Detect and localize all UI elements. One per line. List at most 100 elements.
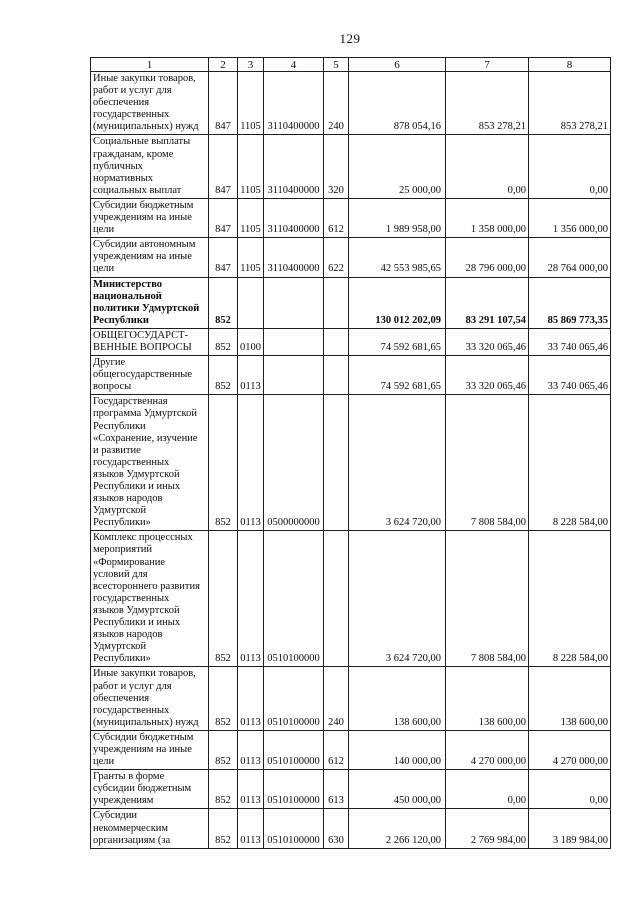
amount-col8: 0,00 — [528, 134, 611, 199]
amount-col6: 42 553 985,65 — [348, 237, 446, 278]
code-target-item: 3110400000 — [263, 197, 324, 239]
amount-col7: 33 320 065,46 — [445, 327, 529, 357]
code-section: 0100 — [237, 327, 264, 357]
amount-col7: 4 270 000,00 — [445, 729, 529, 771]
table-row: Субсидии бюджетным учреждениям на иные ц… — [90, 729, 611, 771]
code-target-item — [263, 355, 324, 396]
code-section: 1105 — [237, 70, 264, 136]
amount-col8: 1 356 000,00 — [528, 197, 611, 239]
code-expense-type: 240 — [323, 70, 349, 136]
column-header-4: 4 — [263, 57, 324, 72]
row-label: Иные закупки товаров, работ и услуг для … — [90, 70, 209, 136]
code-expense-type: 622 — [323, 237, 349, 278]
amount-col6: 450 000,00 — [348, 769, 446, 810]
code-target-item — [263, 327, 324, 357]
code-expense-type — [323, 394, 349, 532]
code-target-item: 0510100000 — [263, 729, 324, 771]
code-section: 0113 — [237, 808, 264, 849]
amount-col7: 2 769 984,00 — [445, 808, 529, 849]
row-label: Министерство национальной политики Удмур… — [90, 276, 209, 329]
row-label: Иные закупки товаров, работ и услуг для … — [90, 666, 209, 731]
amount-col7: 33 320 065,46 — [445, 355, 529, 396]
column-header-6: 6 — [348, 57, 446, 72]
code-expense-type: 630 — [323, 808, 349, 849]
code-section: 0113 — [237, 394, 264, 532]
amount-col7: 0,00 — [445, 769, 529, 810]
amount-col6: 3 624 720,00 — [348, 394, 446, 532]
code-expense-type: 613 — [323, 769, 349, 810]
code-grbs: 852 — [208, 808, 238, 849]
code-grbs: 852 — [208, 327, 238, 357]
amount-col6: 3 624 720,00 — [348, 530, 446, 668]
column-header-8: 8 — [528, 57, 611, 72]
amount-col6: 878 054,16 — [348, 70, 446, 136]
amount-col7: 7 808 584,00 — [445, 530, 529, 668]
amount-col8: 33 740 065,46 — [528, 327, 611, 357]
amount-col8: 28 764 000,00 — [528, 237, 611, 278]
amount-col7: 138 600,00 — [445, 666, 529, 731]
code-section: 1105 — [237, 197, 264, 239]
amount-col6: 1 989 958,00 — [348, 197, 446, 239]
code-grbs: 852 — [208, 530, 238, 668]
code-grbs: 852 — [208, 394, 238, 532]
code-target-item: 0510100000 — [263, 666, 324, 731]
amount-col7: 0,00 — [445, 134, 529, 199]
code-section: 0113 — [237, 666, 264, 731]
table-row: Гранты в форме субсидии бюджетным учрежд… — [90, 769, 611, 810]
amount-col6: 74 592 681,65 — [348, 355, 446, 396]
code-section: 1105 — [237, 134, 264, 199]
amount-col8: 3 189 984,00 — [528, 808, 611, 849]
row-label: Субсидии некоммерческим организациям (за — [90, 808, 209, 849]
amount-col8: 0,00 — [528, 769, 611, 810]
code-grbs: 847 — [208, 237, 238, 278]
code-grbs: 852 — [208, 769, 238, 810]
code-section: 0113 — [237, 769, 264, 810]
page-number: 129 — [339, 31, 361, 46]
code-expense-type: 320 — [323, 134, 349, 199]
column-header-2: 2 — [208, 57, 238, 72]
amount-col6: 140 000,00 — [348, 729, 446, 771]
code-grbs: 847 — [208, 197, 238, 239]
table-row: Комплекс процессных мероприятий «Формиро… — [90, 530, 611, 668]
row-label: Субсидии автономным учреждениям на иные … — [90, 237, 209, 278]
code-section — [237, 276, 264, 329]
row-label: Другие общегосударственные вопросы — [90, 355, 209, 396]
code-section: 0113 — [237, 355, 264, 396]
table-row: Иные закупки товаров, работ и услуг для … — [90, 70, 611, 136]
amount-col8: 4 270 000,00 — [528, 729, 611, 771]
code-expense-type: 612 — [323, 729, 349, 771]
amount-col6: 74 592 681,65 — [348, 327, 446, 357]
amount-col7: 853 278,21 — [445, 70, 529, 136]
amount-col8: 8 228 584,00 — [528, 394, 611, 532]
table-row: Субсидии бюджетным учреждениям на иные ц… — [90, 197, 611, 239]
row-label: Социальные выплаты гражданам, кроме публ… — [90, 134, 209, 199]
row-label: Комплекс процессных мероприятий «Формиро… — [90, 530, 209, 668]
column-header-7: 7 — [445, 57, 529, 72]
amount-col7: 1 358 000,00 — [445, 197, 529, 239]
amount-col6: 2 266 120,00 — [348, 808, 446, 849]
table-row: Министерство национальной политики Удмур… — [90, 276, 611, 329]
row-label: Субсидии бюджетным учреждениям на иные ц… — [90, 197, 209, 239]
code-target-item: 3110400000 — [263, 134, 324, 199]
table-row: Субсидии некоммерческим организациям (за… — [90, 808, 611, 849]
table-row: Иные закупки товаров, работ и услуг для … — [90, 666, 611, 731]
table-row: Социальные выплаты гражданам, кроме публ… — [90, 134, 611, 199]
column-header-3: 3 — [237, 57, 264, 72]
amount-col7: 83 291 107,54 — [445, 276, 529, 329]
code-target-item — [263, 276, 324, 329]
amount-col6: 138 600,00 — [348, 666, 446, 731]
code-expense-type — [323, 327, 349, 357]
column-header-5: 5 — [323, 57, 349, 72]
table-row: Государственная программа Удмуртской Рес… — [90, 394, 611, 532]
code-section: 1105 — [237, 237, 264, 278]
table-row: Субсидии автономным учреждениям на иные … — [90, 237, 611, 278]
code-target-item: 0510100000 — [263, 808, 324, 849]
code-target-item: 3110400000 — [263, 237, 324, 278]
amount-col8: 8 228 584,00 — [528, 530, 611, 668]
code-expense-type — [323, 276, 349, 329]
code-target-item: 0510100000 — [263, 769, 324, 810]
table-row: Другие общегосударственные вопросы 852 011… — [90, 355, 611, 396]
